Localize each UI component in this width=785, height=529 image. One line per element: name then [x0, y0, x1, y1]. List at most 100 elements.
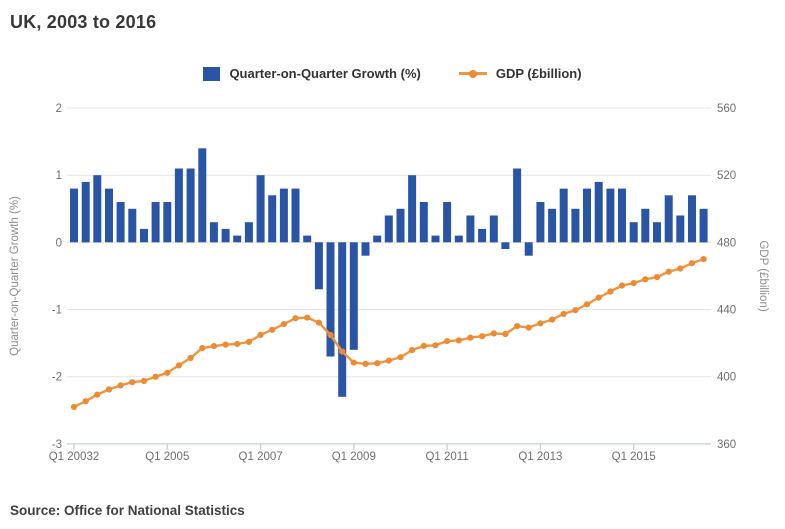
- growth-bar: [81, 181, 90, 243]
- growth-bar: [244, 222, 253, 243]
- growth-bar: [548, 208, 557, 243]
- gdp-point: [140, 377, 148, 384]
- gdp-point: [630, 280, 637, 287]
- growth-bar: [489, 215, 498, 243]
- gdp-point: [152, 373, 159, 380]
- right-axis-tick-label: 360: [717, 439, 736, 451]
- x-axis-tick-label: Q1 20032: [49, 451, 100, 463]
- gdp-point: [432, 342, 439, 349]
- growth-bar: [583, 188, 591, 243]
- x-axis-tick-label: Q1 2007: [239, 451, 283, 463]
- growth-bar: [571, 208, 580, 243]
- growth-bar: [151, 202, 160, 243]
- gdp-point: [117, 382, 124, 389]
- chart-title: UK, 2003 to 2016: [10, 12, 157, 32]
- right-axis-tick-label: 560: [717, 103, 736, 115]
- growth-bar: [653, 222, 661, 243]
- growth-bar: [524, 242, 533, 256]
- growth-bar: [198, 148, 207, 243]
- right-axis-tick-label: 520: [717, 170, 736, 182]
- gdp-point: [210, 343, 217, 350]
- growth-bar: [443, 202, 452, 243]
- gdp-point: [409, 347, 416, 354]
- legend-item-growth: Quarter-on-Quarter Growth (%): [203, 66, 421, 81]
- growth-bar: [478, 228, 487, 243]
- growth-bar: [326, 242, 335, 357]
- legend-label-gdp: GDP (£billion): [495, 66, 582, 81]
- growth-bar: [338, 242, 347, 397]
- gdp-point: [525, 324, 532, 331]
- gdp-line-path: [73, 257, 704, 408]
- legend-label-growth: Quarter-on-Quarter Growth (%): [229, 66, 421, 81]
- legend-item-gdp: GDP (£billion): [458, 66, 582, 81]
- left-axis-tick-label: 2: [56, 103, 62, 115]
- growth-bar: [209, 222, 218, 243]
- growth-bars: [70, 148, 708, 397]
- growth-bar: [163, 202, 172, 243]
- growth-bar: [221, 228, 230, 243]
- growth-bar: [454, 235, 463, 243]
- right-axis-title: GDP (£billion): [757, 240, 769, 312]
- gdp-point: [350, 359, 357, 366]
- gdp-point: [374, 360, 381, 367]
- left-axis-tick-label: -1: [52, 305, 62, 317]
- growth-bar: [559, 188, 568, 243]
- chart-legend: Quarter-on-Quarter Growth (%) GDP (£bill…: [0, 66, 785, 81]
- growth-bar: [699, 208, 708, 243]
- gdp-point: [292, 315, 299, 322]
- growth-bar: [128, 208, 137, 243]
- gdp-point: [175, 362, 182, 369]
- source-attribution: Source: Office for National Statistics: [10, 503, 245, 518]
- growth-bar: [279, 188, 288, 243]
- gdp-point: [653, 274, 661, 281]
- gdp-point: [642, 276, 649, 283]
- gdp-point: [82, 398, 89, 405]
- gdp-point: [455, 337, 462, 344]
- growth-bar: [116, 202, 125, 243]
- growth-bar: [676, 215, 685, 243]
- gdp-point: [339, 348, 346, 355]
- gdp-point: [245, 338, 252, 345]
- gdp-point: [397, 354, 404, 361]
- growth-bar: [373, 235, 382, 243]
- growth-bar: [349, 242, 358, 350]
- growth-bar: [70, 188, 78, 243]
- growth-bar: [408, 175, 417, 243]
- line-marker-dot-icon: [468, 69, 477, 78]
- gdp-point: [467, 334, 474, 341]
- gdp-point: [304, 314, 311, 321]
- growth-bar: [361, 242, 370, 256]
- gdp-point: [595, 294, 602, 301]
- gdp-point: [362, 360, 369, 367]
- growth-bar: [303, 235, 312, 243]
- right-axis-tick-label: 400: [717, 372, 736, 384]
- gdp-point: [490, 330, 497, 337]
- x-axis-tick-label: Q1 2015: [612, 451, 656, 463]
- axis-titles: Quarter-on-Quarter Growth (%) GDP (£billi…: [9, 196, 769, 356]
- gdp-point: [420, 342, 427, 349]
- gdp-line: [70, 256, 707, 410]
- x-axis-tick-label: Q1 2009: [332, 451, 376, 463]
- growth-bar: [688, 195, 696, 243]
- gdp-point: [444, 338, 451, 345]
- growth-bar: [314, 242, 323, 290]
- gdp-point: [222, 341, 229, 348]
- growth-bar: [105, 188, 113, 243]
- growth-bar: [233, 235, 242, 243]
- growth-bar: [256, 175, 265, 243]
- x-axis-tick-label: Q1 2011: [425, 451, 468, 463]
- gdp-point: [560, 310, 567, 317]
- x-axis: [67, 443, 711, 450]
- growth-bar: [291, 188, 300, 243]
- bar-swatch-icon: [203, 66, 221, 81]
- growth-bar: [618, 188, 626, 243]
- line-marker-icon: [458, 69, 487, 78]
- growth-bar: [513, 168, 522, 243]
- gdp-point: [572, 307, 579, 314]
- growth-bar: [629, 222, 638, 243]
- growth-bar: [140, 228, 148, 243]
- growth-bar: [641, 208, 650, 243]
- right-axis-tick-labels: 560 520 480 440 400 360: [717, 103, 736, 451]
- gdp-point: [234, 340, 241, 347]
